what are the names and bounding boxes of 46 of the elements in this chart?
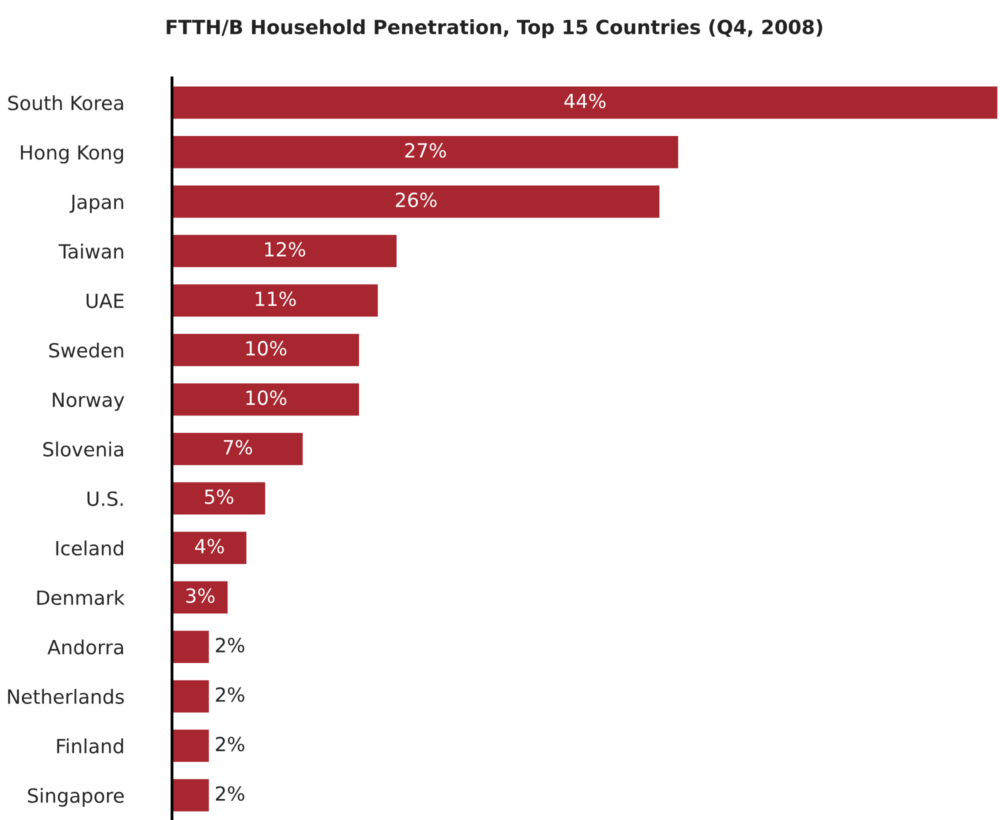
y-tick-label: Denmark bbox=[37, 590, 125, 606]
bar bbox=[172, 85, 998, 120]
y-tick-label: Slovenia bbox=[43, 442, 124, 457]
y-tick-label: Andorra bbox=[48, 639, 124, 655]
bar bbox=[172, 332, 360, 368]
data-label: 27% bbox=[405, 143, 446, 158]
data-label: 10% bbox=[246, 340, 286, 356]
y-tick-label: Netherlands bbox=[8, 688, 124, 704]
bar bbox=[172, 184, 661, 220]
y-tick-label: Taiwan bbox=[58, 244, 124, 259]
bar bbox=[172, 530, 248, 566]
y-tick-label: Norway bbox=[52, 392, 124, 411]
bar bbox=[172, 431, 304, 466]
y-tick-label: Iceland bbox=[56, 540, 124, 556]
data-label: 2% bbox=[216, 687, 244, 702]
data-label: 5% bbox=[205, 489, 234, 504]
data-label: 2% bbox=[216, 638, 244, 652]
bar bbox=[172, 629, 210, 664]
data-label: 44% bbox=[564, 94, 606, 108]
y-tick-label: Singapore bbox=[28, 788, 124, 807]
data-label: 26% bbox=[396, 192, 437, 208]
bar bbox=[172, 580, 230, 615]
data-label: 2% bbox=[216, 736, 244, 752]
data-label: 2% bbox=[216, 786, 244, 801]
bar bbox=[172, 283, 380, 318]
bar bbox=[172, 678, 210, 714]
data-label: 4% bbox=[195, 538, 224, 554]
data-label: 3% bbox=[186, 588, 215, 604]
chart-title: FTTH/B Household Penetration, Top 15 Countries (Q4, 2008) bbox=[166, 19, 822, 38]
bar bbox=[172, 480, 267, 516]
y-tick-label: Finland bbox=[57, 738, 124, 754]
y-tick-label: Japan bbox=[70, 194, 124, 214]
data-label: 11% bbox=[256, 291, 296, 306]
data-label: 7% bbox=[224, 440, 252, 455]
y-tick-label: Sweden bbox=[49, 342, 124, 358]
y-tick-label: Hong Kong bbox=[20, 145, 124, 164]
bar bbox=[172, 382, 360, 417]
bar bbox=[172, 778, 210, 813]
bar bbox=[172, 234, 398, 269]
bar bbox=[172, 728, 210, 764]
y-tick-label: U.S. bbox=[88, 491, 123, 506]
data-label: 12% bbox=[265, 242, 306, 257]
y-tick-label: South Korea bbox=[8, 95, 124, 110]
bar bbox=[172, 134, 680, 170]
data-label: 10% bbox=[246, 390, 286, 406]
y-tick-label: UAE bbox=[86, 294, 124, 308]
